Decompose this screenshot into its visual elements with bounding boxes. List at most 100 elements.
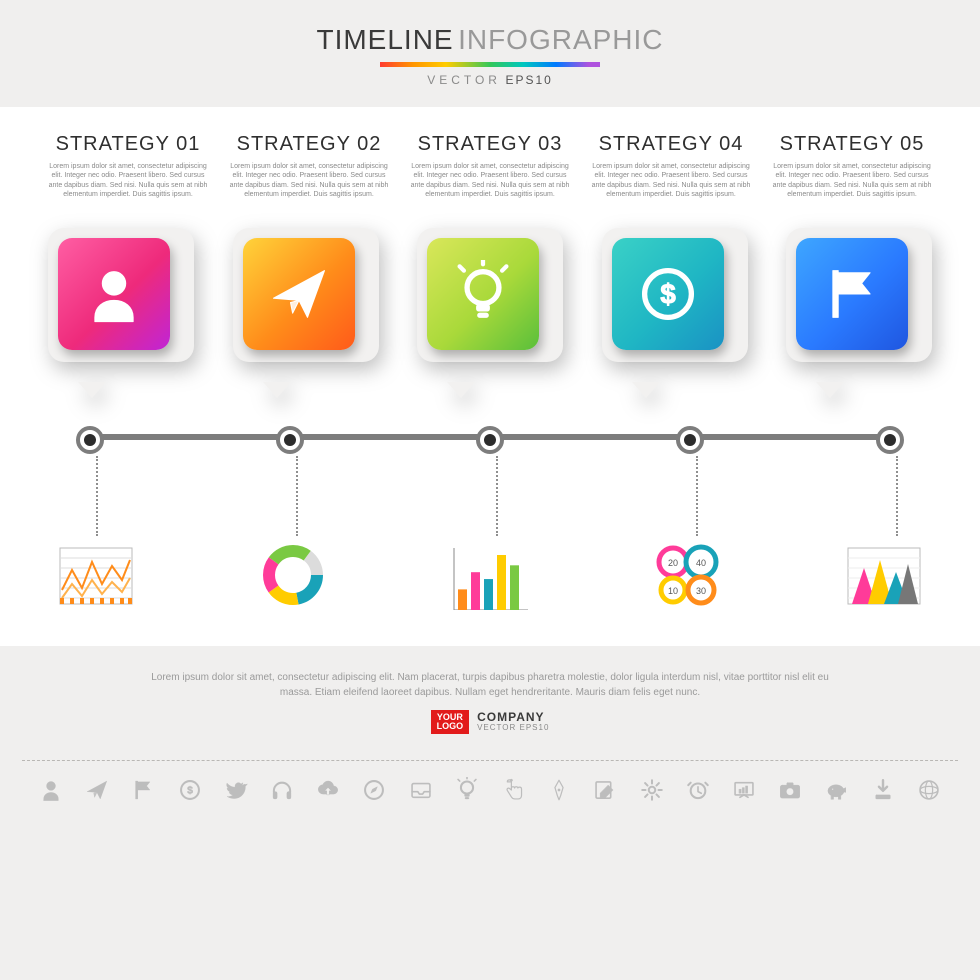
globe-icon <box>914 775 944 805</box>
svg-text:10: 10 <box>668 586 678 596</box>
marker-pointer <box>816 382 844 398</box>
edit-icon <box>590 775 620 805</box>
bulb-icon <box>452 775 482 805</box>
company-logo: YOURLOGO COMPANY VECTOR EPS10 <box>431 710 550 734</box>
strategy-body: Lorem ipsum dolor sit amet, consectetur … <box>229 162 389 200</box>
lightbulb-icon <box>449 260 517 328</box>
svg-text:40: 40 <box>696 558 706 568</box>
plane-icon <box>82 775 112 805</box>
bird-icon <box>221 775 251 805</box>
svg-text:30: 30 <box>696 586 706 596</box>
strategy-body: Lorem ipsum dolor sit amet, consectetur … <box>410 162 570 200</box>
gear-icon <box>637 775 667 805</box>
marker-pointer <box>263 382 291 398</box>
camera-icon <box>775 775 805 805</box>
pen-icon <box>544 775 574 805</box>
footer: Lorem ipsum dolor sit amet, consectetur … <box>0 646 980 750</box>
strategy-title: STRATEGY 04 <box>591 133 751 156</box>
dotted-line <box>96 456 98 536</box>
icon-row: $ <box>0 761 980 805</box>
strategy-body: Lorem ipsum dolor sit amet, consectetur … <box>48 162 208 200</box>
rainbow-divider <box>380 62 600 67</box>
dollar-icon-tile: $ <box>612 238 724 350</box>
strategy-col-1: STRATEGY 01 Lorem ipsum dolor sit amet, … <box>48 133 208 200</box>
strategy-title: STRATEGY 05 <box>772 133 932 156</box>
logo-badge: YOURLOGO <box>431 710 470 734</box>
title-infographic: INFOGRAPHIC <box>458 24 663 55</box>
marker-2 <box>233 228 379 384</box>
dotted-line <box>696 456 698 536</box>
marker-box <box>233 228 379 362</box>
logo-text: COMPANY VECTOR EPS10 <box>477 711 549 733</box>
subtitle-vector: VECTOR <box>427 73 501 87</box>
strategy-col-5: STRATEGY 05 Lorem ipsum dolor sit amet, … <box>772 133 932 200</box>
presentation-icon <box>729 775 759 805</box>
svg-text:20: 20 <box>668 558 678 568</box>
flag-icon-tile <box>796 238 908 350</box>
dollar-icon: $ <box>634 260 702 328</box>
dotted-line <box>896 456 898 536</box>
timeline-node <box>876 426 904 454</box>
title-timeline: TIMELINE <box>316 24 453 55</box>
lightbulb-icon-tile <box>427 238 539 350</box>
marker-pointer <box>632 382 660 398</box>
strategy-col-2: STRATEGY 02 Lorem ipsum dolor sit amet, … <box>229 133 389 200</box>
timeline-node <box>276 426 304 454</box>
strategy-body: Lorem ipsum dolor sit amet, consectetur … <box>772 162 932 200</box>
strategy-col-3: STRATEGY 03 Lorem ipsum dolor sit amet, … <box>410 133 570 200</box>
marker-pointer <box>447 382 475 398</box>
strategy-title: STRATEGY 03 <box>410 133 570 156</box>
piggy-icon <box>821 775 851 805</box>
timeline-node <box>476 426 504 454</box>
strategy-title: STRATEGY 02 <box>229 133 389 156</box>
marker-row: $ <box>48 228 932 384</box>
marker-box <box>48 228 194 362</box>
mini-chart-2 <box>251 540 335 610</box>
company-eps: VECTOR EPS10 <box>477 724 549 733</box>
timeline-node <box>676 426 704 454</box>
strategy-title: STRATEGY 01 <box>48 133 208 156</box>
svg-text:$: $ <box>187 784 193 796</box>
person-icon <box>36 775 66 805</box>
strategy-col-4: STRATEGY 04 Lorem ipsum dolor sit amet, … <box>591 133 751 200</box>
flag-icon <box>818 260 886 328</box>
timeline-node <box>76 426 104 454</box>
page-subtitle: VECTOR EPS10 <box>0 71 980 89</box>
strategy-body: Lorem ipsum dolor sit amet, consectetur … <box>591 162 751 200</box>
dotted-line <box>496 456 498 536</box>
headphones-icon <box>267 775 297 805</box>
mini-chart-3 <box>448 540 532 610</box>
marker-5 <box>786 228 932 384</box>
company-name: COMPANY <box>477 711 549 724</box>
timeline <box>48 426 932 448</box>
marker-3 <box>417 228 563 384</box>
marker-box <box>417 228 563 362</box>
person-icon <box>80 260 148 328</box>
marker-pointer <box>78 382 106 398</box>
compass-icon <box>359 775 389 805</box>
main-panel: STRATEGY 01 Lorem ipsum dolor sit amet, … <box>0 107 980 646</box>
marker-box <box>786 228 932 362</box>
footer-text: Lorem ipsum dolor sit amet, consectetur … <box>140 670 840 700</box>
marker-box: $ <box>602 228 748 362</box>
paper-plane-icon <box>265 260 333 328</box>
mini-chart-row: 20 40 10 30 <box>48 540 932 610</box>
alarm-icon <box>683 775 713 805</box>
person-icon-tile <box>58 238 170 350</box>
subtitle-eps: EPS10 <box>505 73 552 87</box>
flag-icon <box>128 775 158 805</box>
strategy-columns: STRATEGY 01 Lorem ipsum dolor sit amet, … <box>48 133 932 200</box>
page-title: TIMELINE INFOGRAPHIC <box>316 24 663 56</box>
marker-4: $ <box>602 228 748 384</box>
inbox-icon <box>406 775 436 805</box>
mini-chart-5 <box>842 540 926 610</box>
download-icon <box>868 775 898 805</box>
timeline-nodes <box>48 426 932 454</box>
header: TIMELINE INFOGRAPHIC VECTOR EPS10 <box>0 0 980 107</box>
mini-chart-1 <box>54 540 138 610</box>
mini-chart-4: 20 40 10 30 <box>645 540 729 610</box>
marker-1 <box>48 228 194 384</box>
dotted-line <box>296 456 298 536</box>
cloud-up-icon <box>313 775 343 805</box>
paper-plane-icon-tile <box>243 238 355 350</box>
